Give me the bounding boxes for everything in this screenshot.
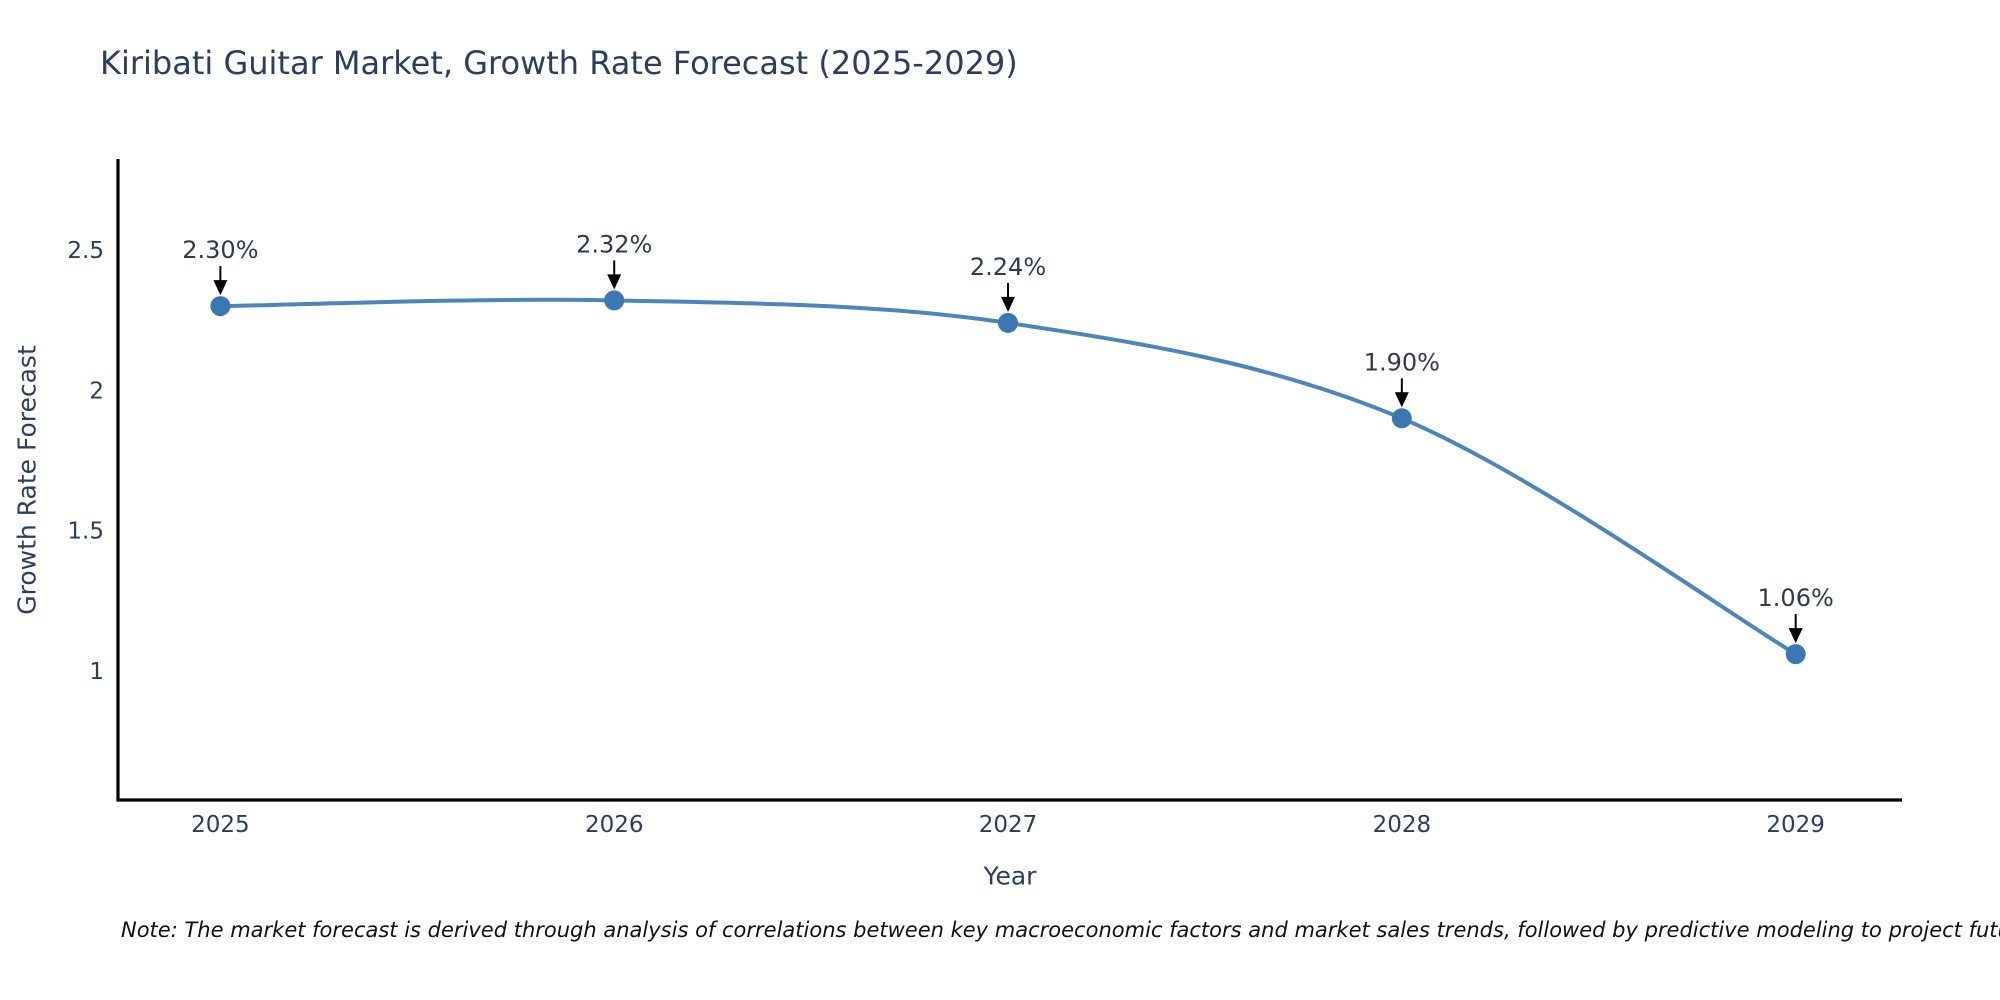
y-tick-label: 1.5 — [67, 519, 104, 545]
y-tick-labels: 1 1.5 2 2.5 — [67, 238, 104, 685]
line-series — [218, 297, 1798, 657]
data-point-marker — [1391, 408, 1412, 429]
y-tick-label: 2.5 — [67, 238, 104, 264]
annotation-arrowhead — [213, 280, 228, 296]
x-tick-label: 2029 — [1766, 812, 1825, 838]
point-value-label: 2.32% — [576, 230, 652, 258]
data-point-marker — [210, 296, 231, 317]
annotation-arrowhead — [1788, 628, 1803, 644]
chart-title: Kiribati Guitar Market, Growth Rate Fore… — [100, 44, 1018, 82]
x-tick-label: 2028 — [1373, 812, 1432, 838]
point-value-label: 2.30% — [182, 236, 258, 264]
point-value-label: 2.24% — [970, 253, 1046, 281]
annotation-arrowhead — [1394, 392, 1409, 408]
x-tick-label: 2025 — [191, 812, 250, 838]
data-point-marker — [1785, 644, 1806, 665]
x-tick-label: 2027 — [979, 812, 1038, 838]
y-tick-label: 2 — [89, 378, 104, 404]
axis-lines — [116, 159, 1902, 802]
x-axis-title: Year — [983, 861, 1037, 891]
y-tick-label: 1 — [89, 659, 104, 685]
point-value-label: 1.06% — [1758, 584, 1834, 612]
annotation-arrowhead — [607, 274, 622, 290]
x-tick-labels: 2025 2026 2027 2028 2029 — [191, 812, 1825, 838]
point-annotations: 2.30% 2.32% 2.24% 1.90% 1.06% — [182, 230, 1834, 644]
annotation-arrowhead — [1001, 296, 1015, 312]
data-point-marker — [604, 290, 625, 311]
point-value-label: 1.90% — [1364, 348, 1440, 376]
data-point-markers — [210, 290, 1806, 665]
methodology-note: Note: The market forecast is derived thr… — [121, 918, 2000, 942]
data-point-marker — [998, 312, 1018, 333]
axes — [116, 159, 1902, 802]
y-axis-title: Growth Rate Forecast — [12, 345, 42, 615]
x-tick-label: 2026 — [585, 812, 644, 838]
growth-rate-line — [218, 297, 1798, 657]
